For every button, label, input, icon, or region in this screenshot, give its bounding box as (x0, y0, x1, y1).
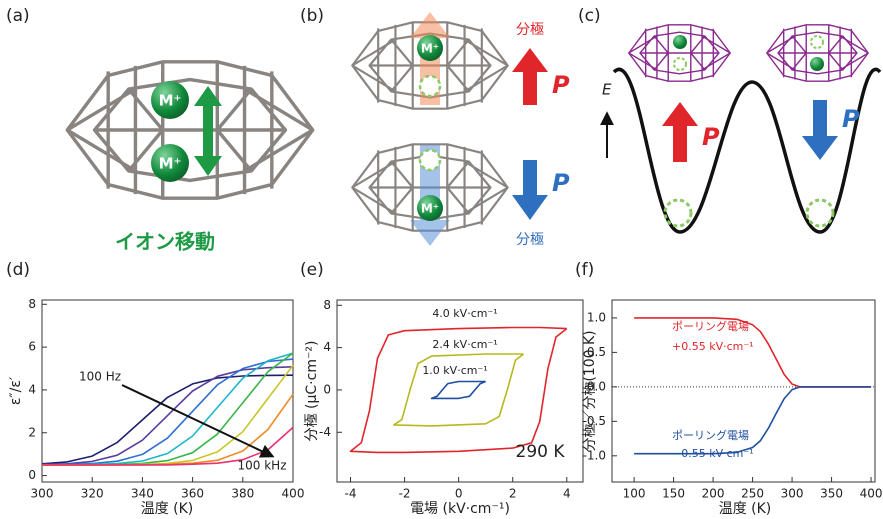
cage (767, 25, 868, 81)
x-tick-label: 150 (662, 487, 685, 501)
x-tick-label: 360 (181, 487, 204, 501)
x-tick-label: 200 (702, 487, 725, 501)
p-symbol: P (842, 105, 860, 133)
y-tick-label: 6 (28, 340, 36, 354)
ion (673, 35, 687, 49)
series-label: −0.55 kV·cm⁻¹ (672, 447, 754, 460)
x-tick-label: 380 (231, 487, 254, 501)
y-axis-label: 分極／分極(100 K) (582, 330, 598, 451)
x-tick-label: 4 (563, 487, 571, 501)
x-tick-label: 400 (282, 487, 305, 501)
ion-label: M⁺ (421, 42, 439, 56)
annotation: 290 K (516, 442, 566, 462)
x-tick-label: 0 (455, 487, 463, 501)
series-label: ポーリング電場 (672, 319, 749, 333)
polarization-label: 分極 (516, 22, 544, 38)
ion-label: M⁺ (159, 155, 182, 173)
x-tick-label: 320 (81, 487, 104, 501)
x-axis-label: 温度 (K) (141, 501, 194, 517)
panel-label: (e) (300, 260, 324, 280)
caption: イオン移動 (115, 230, 215, 254)
panel-label: (f) (575, 260, 594, 280)
x-axis-label: 電場 (kV·cm⁻¹) (410, 501, 510, 517)
polarization-label: 分極 (516, 232, 544, 248)
energy-axis: E (602, 81, 612, 99)
x-tick-label: 400 (860, 487, 883, 501)
ion-label: M⁺ (421, 202, 439, 216)
p-symbol: P (552, 71, 570, 99)
y-tick-label: 8 (28, 297, 36, 311)
vacancy (807, 200, 833, 226)
series-label: 2.4 kV·cm⁻¹ (432, 338, 497, 351)
panel-label: (c) (578, 6, 601, 26)
x-tick-label: -2 (399, 487, 411, 501)
y-axis-label: 分極 (μC·cm⁻²) (304, 341, 320, 442)
cage (67, 62, 312, 198)
x-tick-label: 300 (31, 487, 54, 501)
y-tick-label: 1.0 (587, 310, 606, 324)
series-label: 1.0 kV·cm⁻¹ (422, 364, 487, 377)
x-tick-label: 350 (820, 487, 843, 501)
panel-label: (a) (6, 6, 30, 26)
annotation: 100 Hz (79, 370, 121, 384)
series-label: 4.0 kV·cm⁻¹ (432, 307, 497, 320)
y-tick-label: 0 (28, 468, 36, 482)
y-tick-label: -4 (319, 425, 331, 439)
p-symbol: P (702, 123, 720, 151)
x-axis-label: 温度 (K) (719, 501, 772, 517)
x-tick-label: 2 (509, 487, 517, 501)
y-tick-label: 4 (28, 382, 36, 396)
x-tick-label: 100 (623, 487, 646, 501)
x-tick-label: 250 (741, 487, 764, 501)
x-tick-label: -4 (345, 487, 357, 501)
p-symbol: P (552, 169, 570, 197)
panel-label: (d) (6, 260, 30, 280)
x-tick-label: 340 (131, 487, 154, 501)
annotation: 100 kHz (238, 459, 287, 473)
p-arrow (662, 102, 698, 162)
energy-curve (614, 69, 880, 232)
figure: (a) M⁺ M⁺ イオン移動 (b) M⁺ M⁺ 分極 P P 分極 (c) … (0, 0, 883, 519)
y-axis-label: ε″/ε′ (8, 377, 24, 405)
vacancy (811, 36, 823, 48)
panel-label: (b) (300, 6, 324, 26)
y-tick-label: 4 (323, 340, 331, 354)
series-line (432, 382, 486, 399)
ion-label: M⁺ (159, 92, 182, 110)
y-tick-label: 2 (28, 425, 36, 439)
series-label: +0.55 kV·cm⁻¹ (672, 340, 754, 353)
y-tick-label: 8 (323, 298, 331, 312)
series-label: ポーリング電場 (672, 428, 749, 442)
vacancy (420, 150, 440, 170)
cage (629, 25, 730, 81)
y-tick-label: 0 (323, 382, 331, 396)
series-line (634, 387, 871, 454)
p-arrow (512, 160, 548, 220)
x-tick-label: 300 (781, 487, 804, 501)
ion (810, 57, 824, 71)
p-arrow (802, 100, 838, 160)
vacancy (665, 200, 691, 226)
vacancy (674, 58, 686, 70)
vacancy (420, 76, 440, 96)
p-arrow (512, 48, 548, 105)
